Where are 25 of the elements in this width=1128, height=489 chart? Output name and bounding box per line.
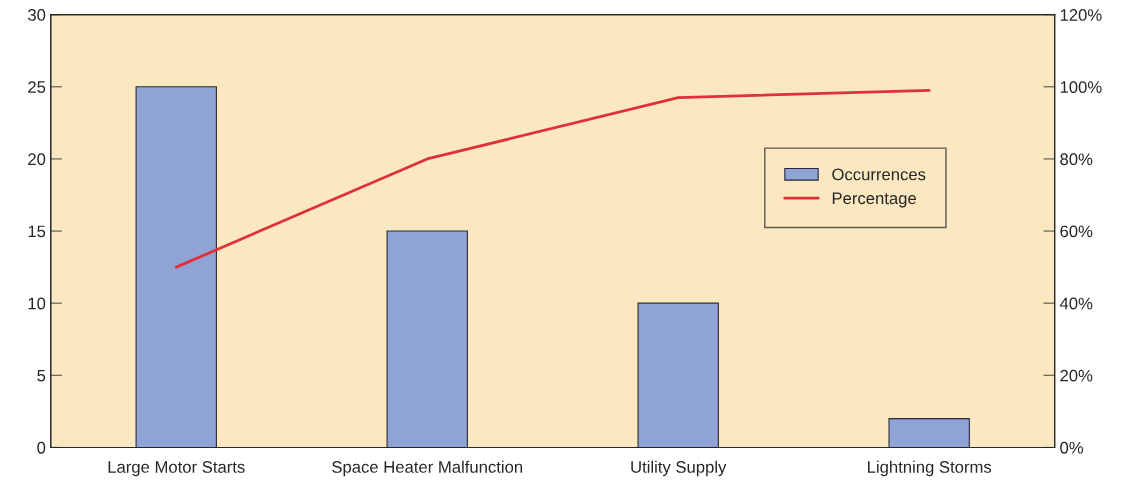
y-tick-label: 5 — [37, 369, 46, 382]
y2-tick-label: 40% — [1059, 297, 1093, 310]
bar — [888, 418, 970, 448]
y2-tick-label: 0% — [1060, 441, 1084, 454]
y-tick-label: 25 — [28, 81, 46, 93]
legend-label: Percentage — [832, 192, 916, 208]
y2-tick-label: 80% — [1060, 153, 1093, 166]
x-tick-label: Large Motor Starts — [108, 461, 245, 477]
y-tick-label: 30 — [28, 9, 46, 21]
line-series — [174, 89, 931, 269]
x-tick-label: Utility Supply — [631, 460, 727, 477]
y-tick-label: 10 — [28, 297, 46, 310]
y-tick-label: 15 — [28, 225, 46, 238]
x-tick-label: Space Heater Malfunction — [332, 460, 523, 477]
legend-label: Occurrences — [832, 168, 926, 181]
bar — [386, 230, 468, 448]
y-tick-label: 20 — [28, 153, 46, 166]
bar — [135, 86, 217, 448]
bar — [637, 302, 719, 448]
y2-tick-label: 60% — [1060, 225, 1093, 238]
y-tick-label: 0 — [37, 441, 46, 454]
y2-tick-label: 20% — [1060, 369, 1093, 382]
y2-tick-label: 120% — [1060, 9, 1102, 21]
x-tick-label: Lightning Storms — [868, 460, 992, 477]
y2-tick-label: 100% — [1060, 81, 1102, 93]
